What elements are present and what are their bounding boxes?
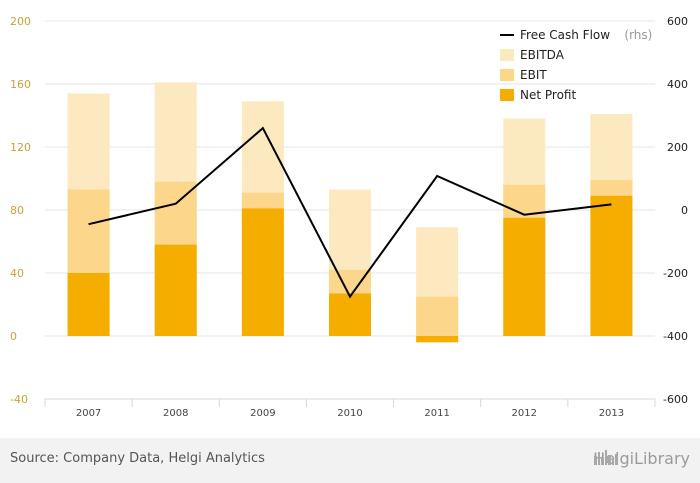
source-note: Source: Company Data, Helgi Analytics (10, 451, 265, 466)
left-axis-tick: 200 (10, 15, 31, 28)
bar-ebit-2011 (416, 296, 459, 336)
x-axis-tick: 2013 (599, 408, 624, 419)
x-axis-tick: 2009 (250, 408, 275, 419)
left-axis-tick: 80 (10, 204, 24, 217)
legend-swatch-box (500, 69, 514, 81)
chart: 20016012080400-406004002000-200-400-6002… (10, 15, 688, 419)
bar-net-profit-2009 (241, 208, 284, 336)
x-axis-tick: 2008 (163, 408, 188, 419)
bar-net-profit-2010 (329, 293, 371, 336)
right-axis-tick: 0 (681, 204, 688, 217)
bar-net-profit-2008 (154, 244, 197, 336)
bar-net-profit-2012 (503, 217, 546, 336)
left-axis-tick: -40 (10, 393, 28, 406)
bar-net-profit-2007 (67, 273, 110, 336)
x-axis-tick: 2012 (512, 408, 537, 419)
helgi-library-logo: HelgiLibrary (593, 449, 690, 468)
bar-net-profit-2013 (590, 195, 633, 336)
legend-label-suffix: (rhs) (624, 28, 652, 42)
footer: Source: Company Data, Helgi Analytics He… (0, 438, 700, 483)
legend-label: EBIT (520, 68, 547, 82)
x-axis-tick: 2011 (424, 408, 449, 419)
skyline-icon (594, 450, 619, 465)
x-axis-tick: 2010 (337, 408, 362, 419)
bar-net-profit-2011 (416, 336, 459, 343)
right-axis-tick: 400 (667, 78, 688, 91)
legend-swatch-box (500, 49, 514, 61)
right-axis-tick: -600 (663, 393, 688, 406)
left-axis-tick: 120 (10, 141, 31, 154)
right-axis-tick: 200 (667, 141, 688, 154)
legend-swatch-box (500, 89, 514, 101)
right-axis-tick: 600 (667, 15, 688, 28)
left-axis-tick: 40 (10, 267, 24, 280)
legend-label: Free Cash Flow (520, 28, 610, 42)
right-axis-tick: -200 (663, 267, 688, 280)
legend-label: EBITDA (520, 48, 565, 62)
right-axis-tick: -400 (663, 330, 688, 343)
left-axis-tick: 160 (10, 78, 31, 91)
left-axis-tick: 0 (10, 330, 17, 343)
legend-label: Net Profit (520, 88, 576, 102)
x-axis-tick: 2007 (76, 408, 101, 419)
